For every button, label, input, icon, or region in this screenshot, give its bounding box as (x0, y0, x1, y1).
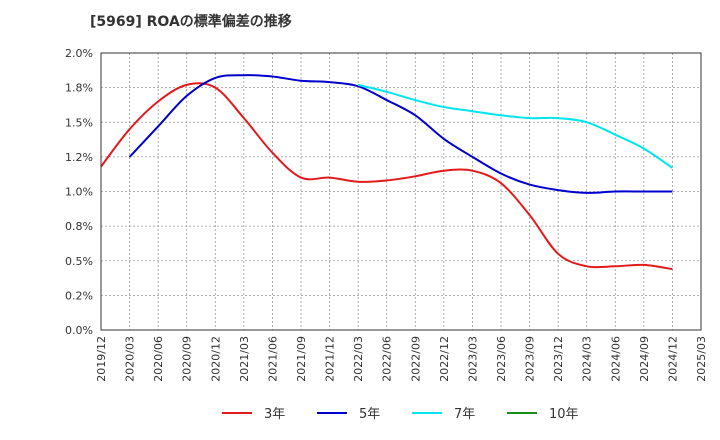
legend: 3年 5年 7年 10年 (222, 407, 579, 422)
x-tick-label: 2021/06 (266, 336, 279, 382)
x-tick-label: 2020/03 (124, 336, 137, 382)
x-tick-label: 2024/12 (666, 336, 679, 382)
series-line-2 (357, 83, 673, 169)
x-tick-label: 2021/09 (295, 336, 308, 382)
x-tick-label: 2021/03 (238, 336, 251, 382)
legend-label: 3年 (264, 407, 285, 422)
y-tick-label: 0.2% (65, 289, 93, 302)
x-tick-label: 2025/03 (695, 336, 708, 382)
grid (101, 53, 701, 330)
x-tick-label: 2022/06 (381, 336, 394, 382)
y-tick-label: 2.0% (65, 47, 93, 60)
y-axis: 0.0% 0.2% 0.5% 0.8% 1.0% 1.2% 1.5% 1.8% 2.0% (65, 47, 93, 337)
plot-border (100, 52, 702, 331)
series-layer (100, 74, 673, 271)
x-tick-label: 2023/09 (524, 336, 537, 382)
x-tick-label: 2019/12 (95, 336, 108, 382)
x-tick-label: 2022/03 (352, 336, 365, 382)
x-tick-label: 2024/09 (638, 336, 651, 382)
x-tick-label: 2024/03 (581, 336, 594, 382)
y-tick-label: 1.8% (65, 82, 93, 95)
legend-label: 5年 (359, 407, 380, 422)
x-tick-label: 2020/06 (152, 336, 165, 382)
series-line-1 (128, 74, 673, 194)
y-tick-label: 0.8% (65, 220, 93, 233)
x-tick-label: 2020/12 (209, 336, 222, 382)
x-tick-label: 2021/12 (324, 336, 337, 382)
x-tick-label: 2023/12 (552, 336, 565, 382)
x-tick-label: 2023/03 (466, 336, 479, 382)
y-tick-label: 1.0% (65, 186, 93, 199)
x-tick-label: 2020/09 (181, 336, 194, 382)
y-tick-label: 1.5% (65, 116, 93, 129)
x-tick-label: 2024/06 (609, 336, 622, 382)
y-tick-label: 0.0% (65, 324, 93, 337)
series-line-0 (100, 82, 673, 271)
x-axis: 2019/12 2020/03 2020/06 2020/09 2020/12 2021/… (95, 336, 708, 382)
y-tick-label: 1.2% (65, 151, 93, 164)
x-tick-label: 2022/09 (409, 336, 422, 382)
x-tick-label: 2023/06 (495, 336, 508, 382)
x-tick-label: 2022/12 (438, 336, 451, 382)
y-tick-label: 0.5% (65, 255, 93, 268)
chart-title: [5969] ROAの標準偏差の推移 (90, 13, 292, 30)
legend-label: 10年 (549, 407, 579, 422)
legend-label: 7年 (454, 407, 475, 422)
